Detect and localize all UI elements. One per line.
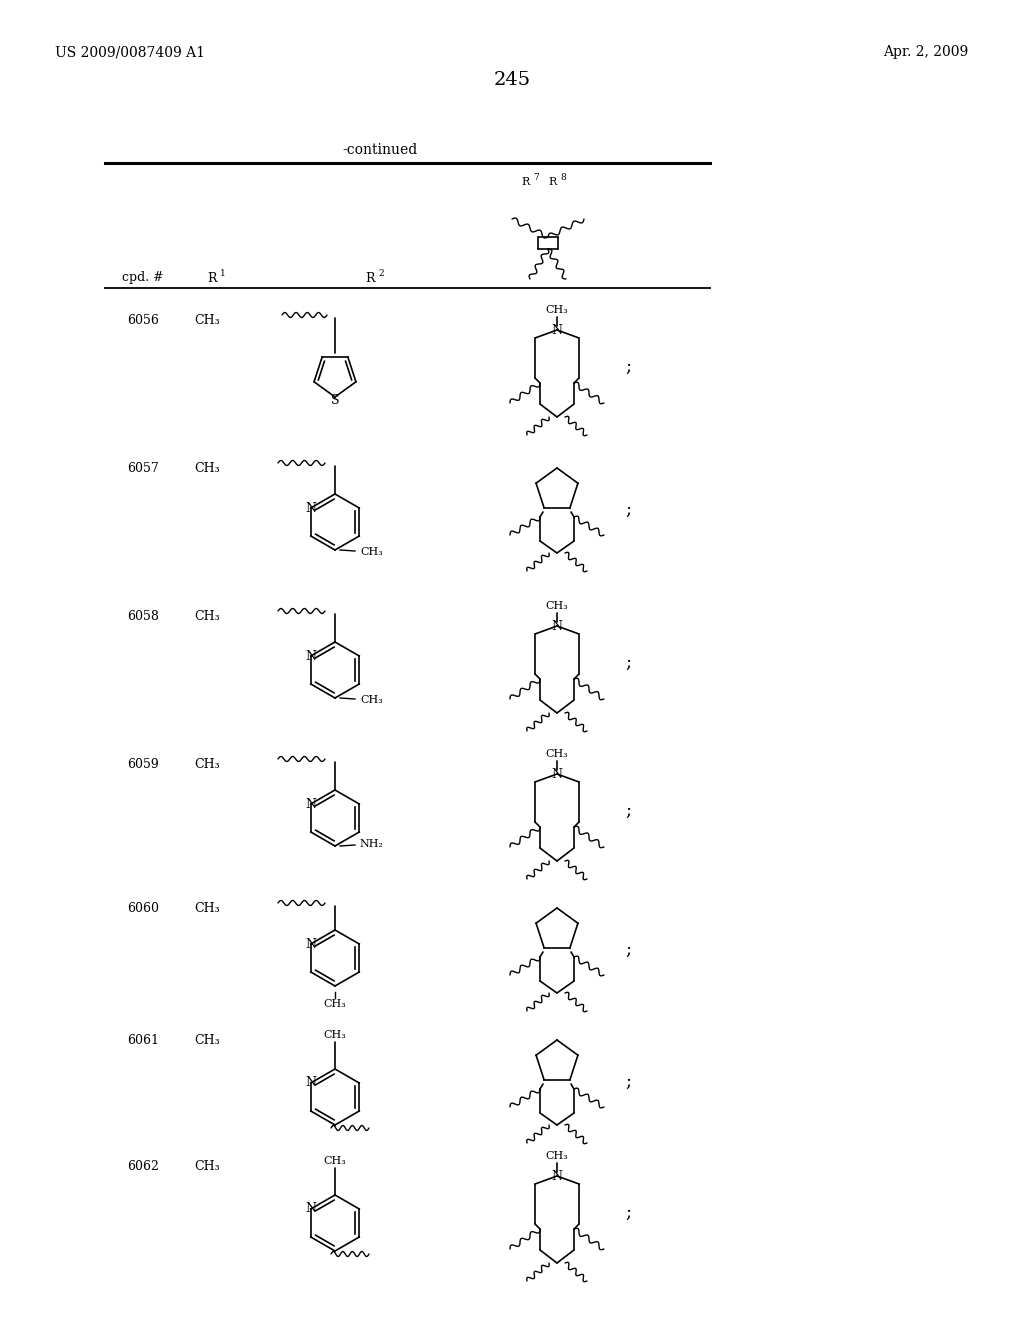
Text: N: N — [305, 937, 316, 950]
Text: CH₃: CH₃ — [546, 748, 568, 759]
Text: CH₃: CH₃ — [546, 305, 568, 315]
Text: CH₃: CH₃ — [324, 999, 346, 1008]
Text: 6056: 6056 — [127, 314, 159, 326]
Text: ;: ; — [625, 502, 631, 519]
Text: 245: 245 — [494, 71, 530, 88]
Text: ;: ; — [625, 1204, 631, 1222]
Text: CH₃: CH₃ — [546, 1151, 568, 1162]
Text: N: N — [305, 502, 316, 515]
Text: CH₃: CH₃ — [324, 1030, 346, 1040]
Text: N: N — [552, 620, 562, 634]
Text: ;: ; — [625, 1073, 631, 1092]
Text: R: R — [366, 272, 375, 285]
Text: CH₃: CH₃ — [195, 610, 220, 623]
Text: ;: ; — [625, 941, 631, 960]
Text: 2: 2 — [378, 269, 384, 279]
Text: 7: 7 — [534, 173, 539, 182]
Text: 6057: 6057 — [127, 462, 159, 474]
Text: CH₃: CH₃ — [195, 1159, 220, 1172]
Text: CH₃: CH₃ — [195, 314, 220, 326]
Text: R: R — [522, 177, 530, 187]
Text: 1: 1 — [220, 269, 225, 279]
Text: ;: ; — [625, 653, 631, 672]
Text: S: S — [331, 395, 339, 408]
Text: NH₂: NH₂ — [359, 840, 383, 849]
Text: ;: ; — [625, 803, 631, 820]
Text: N: N — [305, 797, 316, 810]
Text: US 2009/0087409 A1: US 2009/0087409 A1 — [55, 45, 205, 59]
Text: cpd. #: cpd. # — [122, 272, 164, 285]
Text: N: N — [552, 1171, 562, 1184]
Text: N: N — [305, 649, 316, 663]
Text: 6058: 6058 — [127, 610, 159, 623]
Text: 6060: 6060 — [127, 902, 159, 915]
Text: Apr. 2, 2009: Apr. 2, 2009 — [883, 45, 968, 59]
Text: R: R — [207, 272, 217, 285]
Text: 6062: 6062 — [127, 1159, 159, 1172]
Text: N: N — [552, 325, 562, 338]
Text: CH₃: CH₃ — [195, 902, 220, 915]
Text: CH₃: CH₃ — [324, 1156, 346, 1166]
Text: N: N — [552, 768, 562, 781]
Text: CH₃: CH₃ — [360, 696, 383, 705]
Text: CH₃: CH₃ — [360, 546, 383, 557]
Text: 6061: 6061 — [127, 1034, 159, 1047]
Text: ;: ; — [625, 358, 631, 376]
Text: CH₃: CH₃ — [546, 601, 568, 611]
Text: -continued: -continued — [342, 143, 418, 157]
Text: CH₃: CH₃ — [195, 462, 220, 474]
Text: CH₃: CH₃ — [195, 758, 220, 771]
Text: 6059: 6059 — [127, 758, 159, 771]
Text: N: N — [305, 1203, 316, 1216]
Text: R: R — [549, 177, 557, 187]
Text: 8: 8 — [560, 173, 565, 182]
Text: N: N — [305, 1077, 316, 1089]
Text: CH₃: CH₃ — [195, 1034, 220, 1047]
